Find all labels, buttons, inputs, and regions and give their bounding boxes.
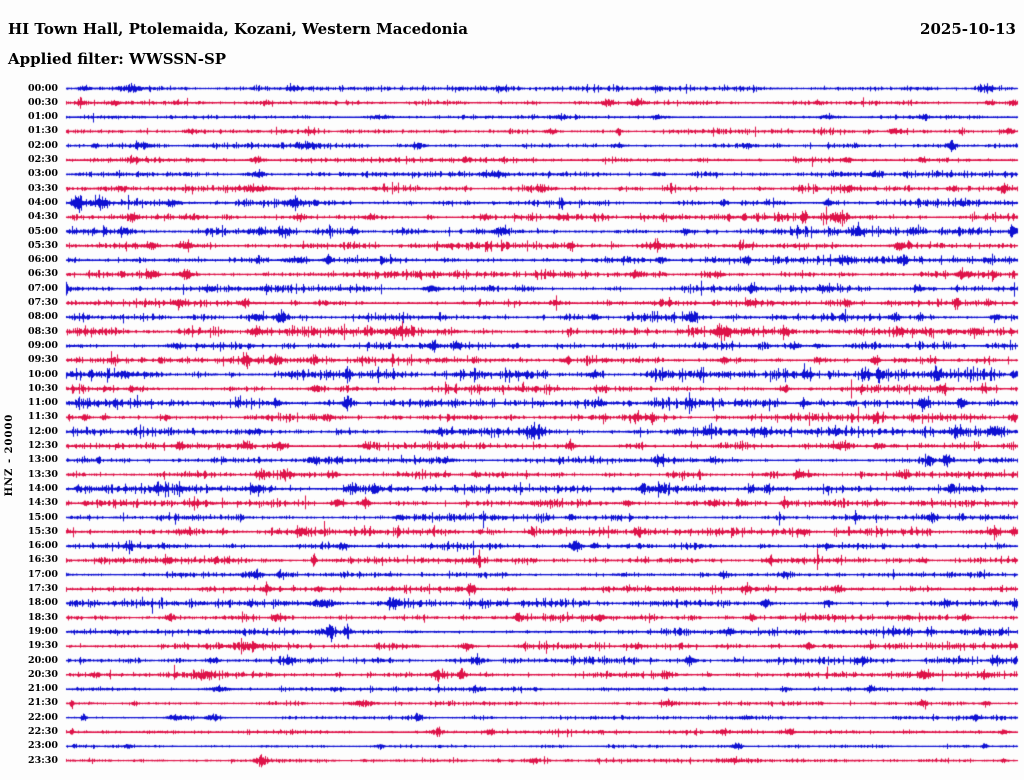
helicorder-traces-canvas (0, 0, 1024, 780)
helicorder-page: HI Town Hall, Ptolemaida, Kozani, Wester… (0, 0, 1024, 780)
